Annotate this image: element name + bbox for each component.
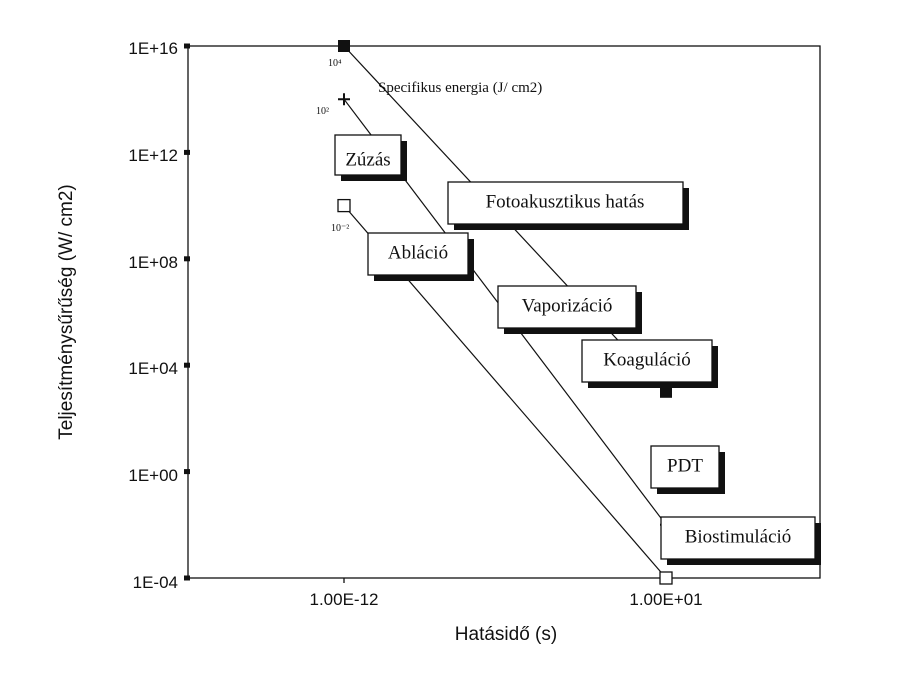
x-tick-label: 1.00E+01 — [629, 590, 702, 609]
label-box-fotoakusztikus: Fotoakusztikus hatás — [447, 181, 689, 230]
y-tick-mark — [184, 256, 190, 262]
label-text: Biostimuláció — [685, 526, 792, 547]
chart-subtitle: Specifikus energia (J/ cm2) — [378, 80, 542, 96]
label-text: Koaguláció — [603, 349, 691, 370]
label-text: Abláció — [388, 242, 448, 263]
plot-frame — [187, 45, 821, 579]
x-tick-labels: 1.00E-12 1.00E+01 — [310, 590, 703, 609]
series-start-label: 10⁻² — [331, 223, 349, 234]
y-tick-label: 1E+08 — [128, 253, 178, 272]
series-start-label: 10² — [316, 106, 329, 117]
series-start-label: 10⁴ — [328, 58, 342, 69]
y-tick-mark — [184, 469, 190, 475]
y-tick-label: 1E+16 — [128, 39, 178, 58]
label-text: Vaporizáció — [522, 295, 613, 316]
series-start-labels: 10⁴ 10² 10⁻² — [316, 58, 349, 234]
series-point — [337, 198, 351, 213]
y-tick-mark — [184, 575, 190, 581]
label-text: PDT — [667, 455, 703, 476]
y-tick-mark — [184, 43, 190, 49]
label-box-koagulacio: Koaguláció — [581, 339, 718, 388]
label-text: Zúzás — [345, 149, 390, 170]
label-box-pdt: PDT — [650, 445, 725, 494]
series-point — [660, 385, 672, 398]
y-tick-mark — [184, 362, 190, 368]
label-text: Fotoakusztikus hatás — [486, 191, 645, 212]
label-box-biostimulacio: Biostimuláció — [660, 516, 821, 565]
series-point — [338, 93, 350, 106]
y-tick-label: 1E-04 — [133, 573, 178, 592]
y-tick-label: 1E+00 — [128, 466, 178, 485]
label-box-ablacio: Abláció — [367, 232, 474, 281]
x-axis-title: Hatásidő (s) — [455, 624, 557, 645]
y-tick-label: 1E+04 — [128, 359, 178, 378]
y-tick-labels: 1E+16 1E+12 1E+08 1E+04 1E+00 1E-04 — [128, 39, 178, 592]
y-axis-title: Teljesítménysűrűség (W/ cm2) — [56, 184, 77, 440]
y-tick-label: 1E+12 — [128, 146, 178, 165]
label-box-zuzas: Zúzás — [334, 134, 407, 181]
label-box-vaporizacio: Vaporizáció — [497, 285, 642, 334]
series-point — [338, 40, 350, 52]
y-tick-mark — [184, 149, 190, 155]
series-point — [659, 571, 673, 585]
x-tick-label: 1.00E-12 — [310, 590, 379, 609]
